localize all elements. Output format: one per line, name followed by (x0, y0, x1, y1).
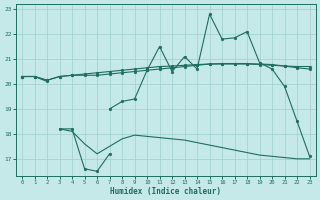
X-axis label: Humidex (Indice chaleur): Humidex (Indice chaleur) (110, 187, 221, 196)
